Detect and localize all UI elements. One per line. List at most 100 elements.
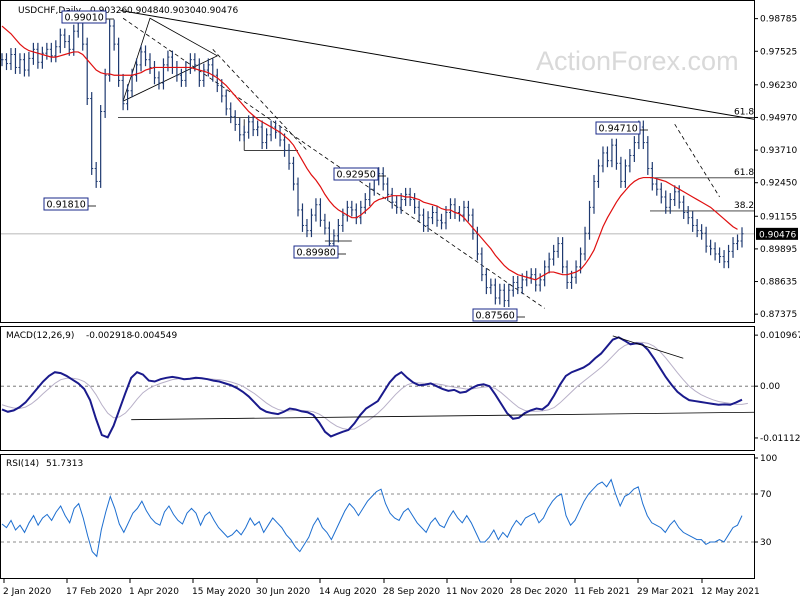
price-bar	[395, 195, 399, 214]
ohlc-close: 0.90476	[201, 6, 238, 16]
price-y-tick-label: 0.96230	[760, 81, 797, 91]
rsi-y-tick-label: 70	[760, 490, 772, 500]
price-bar	[323, 213, 327, 235]
price-bar	[440, 213, 444, 230]
price-bar	[695, 218, 699, 238]
price-bar	[664, 190, 668, 214]
price-bar	[9, 48, 13, 71]
price-annotation: 0.91810	[43, 197, 89, 211]
price-bar	[256, 120, 260, 137]
price-bar	[197, 58, 201, 87]
price-bar	[520, 273, 524, 295]
price-y-tick-label: 0.92450	[760, 179, 797, 189]
price-bar	[296, 177, 300, 217]
price-bar	[713, 242, 717, 261]
fib-level-label: 38.2	[734, 201, 754, 211]
price-bar	[583, 226, 587, 261]
rsi-y-tick-label: 100	[760, 454, 777, 464]
price-bar	[655, 177, 659, 196]
price-bar	[350, 200, 354, 217]
price-bar	[242, 125, 246, 142]
price-bar	[610, 138, 614, 168]
price-bar	[305, 218, 309, 238]
ohlc-open: 0.90326	[90, 6, 127, 16]
price-bar	[359, 200, 363, 225]
x-tick-label: 14 Aug 2020	[319, 587, 377, 597]
price-annotation: 0.99010	[61, 10, 107, 24]
price-annotation: 0.89980	[293, 245, 339, 259]
rsi-y-tick-label: 30	[760, 538, 772, 548]
price-y-tick-label: 0.98785	[760, 15, 797, 25]
price-bar	[63, 28, 67, 49]
price-bar	[529, 268, 533, 284]
price-bar	[148, 53, 152, 74]
price-bar	[103, 68, 107, 118]
price-bar	[659, 182, 663, 204]
price-bar	[399, 193, 403, 214]
price-bar	[561, 237, 565, 274]
price-bar	[498, 283, 502, 305]
price-bar	[646, 136, 650, 175]
rsi-layer: 100 70 30	[1, 454, 777, 558]
rsi-header: RSI(14) 51.7313	[6, 459, 83, 469]
price-bar	[251, 115, 255, 137]
price-bar	[686, 206, 690, 225]
price-header: USDCHF,Daily 0.90326 0.90484 0.90304 0.9…	[18, 6, 238, 16]
price-bar	[484, 268, 488, 295]
price-bar	[390, 187, 394, 209]
svg-text:0.92950: 0.92950	[337, 170, 376, 181]
x-axis: 2 Jan 2020 17 Feb 2020 1 Apr 2020 15 May 20…	[3, 579, 760, 597]
price-bar	[108, 19, 112, 82]
price-bar	[292, 156, 296, 191]
price-bar	[161, 58, 165, 90]
fib-level-label: 61.8	[734, 107, 754, 117]
price-bar	[112, 19, 116, 51]
price-bar	[139, 45, 143, 72]
price-bar	[157, 71, 161, 90]
price-bar	[507, 283, 511, 308]
macd-header: MACD(12,26,9) -0.002918 -0.004549	[6, 331, 177, 341]
price-bar	[417, 200, 421, 222]
macd-line	[1, 336, 743, 439]
price-panel-title: USDCHF,Daily	[18, 6, 82, 16]
price-y-tick-label: 0.93710	[760, 146, 797, 156]
svg-text:0.99010: 0.99010	[65, 13, 104, 24]
x-tick-label: 17 Feb 2020	[66, 587, 122, 597]
macd-signal-value: -0.004549	[131, 331, 177, 341]
rsi-value: 51.7313	[46, 459, 83, 469]
x-tick-label: 29 Mar 2021	[637, 587, 694, 597]
svg-text:0.87560: 0.87560	[476, 311, 515, 322]
svg-text:0.94710: 0.94710	[599, 124, 638, 135]
price-bar	[40, 46, 44, 69]
price-bar	[605, 146, 609, 168]
price-bar	[709, 239, 713, 256]
price-bar	[72, 24, 76, 56]
price-bar	[588, 200, 592, 240]
macd-y-tick-label: -0.011127	[760, 434, 800, 444]
svg-text:0.91810: 0.91810	[47, 200, 86, 211]
price-bar	[628, 149, 632, 173]
macd-layer: 0.010967 0.00 -0.011127	[1, 331, 800, 444]
x-tick-label: 28 Sep 2020	[383, 587, 440, 597]
price-bar	[552, 244, 556, 266]
price-bar	[121, 73, 125, 111]
price-bar	[224, 89, 228, 116]
price-bar	[426, 211, 430, 232]
price-bar	[58, 28, 62, 54]
price-bar	[220, 79, 224, 103]
price-bar	[99, 105, 103, 188]
price-bar	[238, 117, 242, 142]
price-bar	[673, 185, 677, 207]
price-y-tick-label: 0.97525	[760, 47, 797, 57]
price-y-tick-label: 0.89895	[760, 245, 797, 255]
price-bar	[556, 237, 560, 258]
moving-average-line	[1, 25, 738, 281]
price-bar	[4, 53, 8, 71]
price-bar	[49, 42, 53, 63]
price-annotation: 0.92950	[333, 167, 379, 181]
price-bar	[731, 237, 735, 258]
fib-level-label: 61.8	[734, 168, 754, 178]
price-bar	[336, 218, 340, 243]
price-bar	[493, 278, 497, 305]
price-bar	[179, 68, 183, 87]
